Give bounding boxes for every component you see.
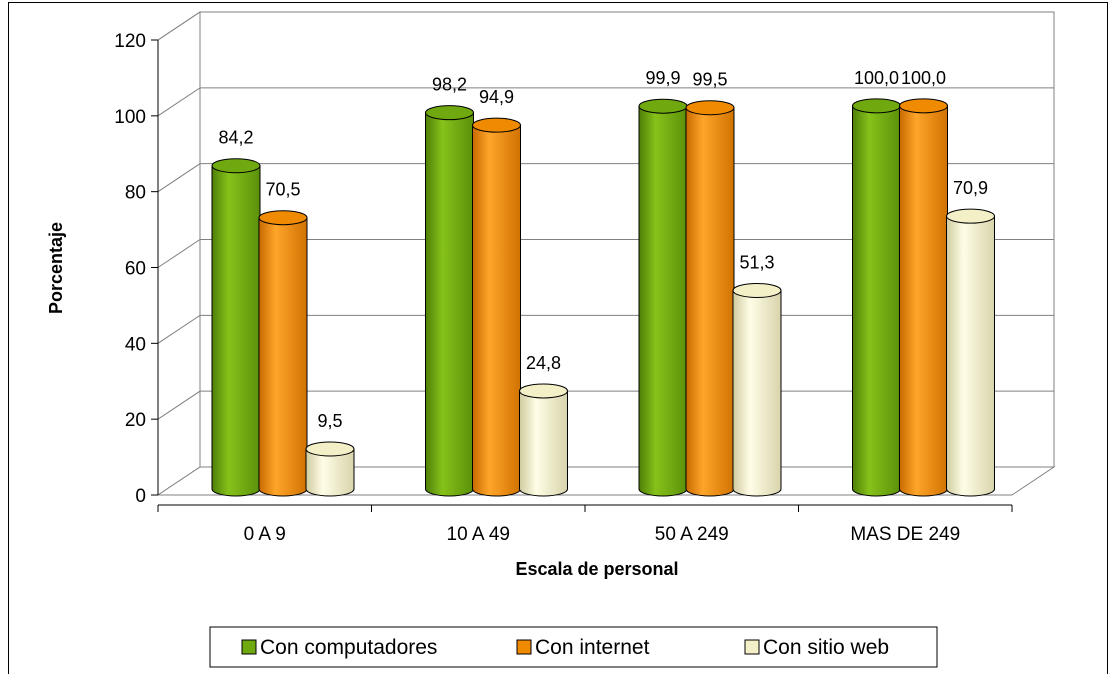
data-label: 70,5 — [265, 180, 300, 200]
legend-label: Con internet — [535, 636, 650, 659]
y-tick-label: 100 — [114, 107, 146, 128]
data-label: 100,0 — [901, 68, 946, 88]
bar-top — [425, 105, 474, 121]
bar-cylinder — [472, 117, 521, 497]
x-tick-label: 10 A 49 — [447, 524, 510, 545]
y-tick-label: 120 — [114, 31, 146, 52]
x-tick-label: MAS DE 249 — [850, 524, 960, 545]
data-label: 100,0 — [854, 68, 899, 88]
y-tick-label: 20 — [125, 410, 146, 431]
bar-cylinder — [425, 105, 474, 497]
y-tick-label: 60 — [125, 259, 146, 280]
data-label: 24,8 — [526, 353, 561, 373]
gridline — [157, 239, 1054, 268]
bar-body — [211, 165, 261, 497]
data-label: 9,5 — [317, 411, 342, 431]
bar-body — [852, 105, 901, 497]
legend-label: Con computadores — [260, 636, 437, 659]
gridline — [157, 163, 1054, 193]
bar-body — [425, 112, 474, 497]
bar-body — [946, 215, 995, 497]
data-label: 70,9 — [953, 178, 988, 198]
bar-top — [638, 98, 688, 114]
data-label: 94,9 — [479, 87, 514, 107]
bar-top — [899, 98, 948, 114]
bar-cylinder — [305, 441, 355, 497]
bar-top — [519, 383, 568, 399]
bar-cylinder — [519, 383, 568, 497]
bar-top — [852, 98, 901, 114]
floor — [156, 466, 1056, 496]
bar-top — [685, 100, 735, 116]
bar-body — [519, 390, 568, 497]
bar-cylinder — [732, 282, 782, 497]
x-tick-label: 50 A 249 — [655, 524, 729, 545]
legend: Con computadores Con internet Con sitio we… — [209, 626, 938, 668]
bars — [211, 98, 995, 497]
data-label: 99,9 — [645, 68, 680, 88]
axes: 0 20 40 60 80 100 120 0 A 9 10 A 49 50 A 249 MAS D… — [114, 31, 1013, 545]
bar-cylinder — [258, 210, 308, 497]
bar-cylinder — [211, 158, 261, 497]
bar-cylinder — [638, 98, 688, 497]
legend-box — [209, 626, 938, 668]
data-labels: 84,2 98,2 99,9 100,0 70,5 94,9 99,5 100,0 9,5 24,… — [218, 68, 988, 431]
legend-swatch — [241, 639, 257, 655]
bar-top — [472, 117, 521, 133]
bar-cylinder — [685, 100, 735, 497]
data-label: 84,2 — [218, 128, 253, 148]
bar-top — [946, 208, 995, 224]
gridline — [157, 87, 1054, 117]
x-axis-title: Escala de personal — [515, 559, 678, 579]
y-tick-label: 40 — [125, 334, 146, 355]
data-label: 51,3 — [739, 252, 774, 272]
bar-body — [732, 289, 782, 497]
bar-body — [685, 107, 735, 497]
y-tick-label: 80 — [125, 183, 146, 204]
data-label: 98,2 — [432, 75, 467, 95]
bar-top — [211, 158, 261, 174]
legend-label: Con sitio web — [763, 636, 889, 659]
bar-top — [258, 210, 308, 226]
gridline — [157, 11, 1054, 41]
y-tick-label: 0 — [135, 486, 146, 507]
bar-cylinder — [946, 208, 995, 497]
bar-cylinder — [899, 98, 948, 497]
x-tick-label: 0 A 9 — [244, 524, 286, 545]
data-label: 99,5 — [692, 70, 727, 90]
bar-body — [472, 124, 521, 497]
bar-body — [899, 105, 948, 497]
bar-top — [305, 441, 355, 457]
y-axis-title: Porcentaje — [46, 222, 66, 314]
bar-body — [305, 448, 355, 497]
legend-swatch — [744, 639, 760, 655]
bar-body — [638, 105, 688, 497]
bar-cylinder — [852, 98, 901, 497]
legend-swatch — [516, 639, 532, 655]
bar-top — [732, 282, 782, 298]
bar-body — [258, 217, 308, 497]
